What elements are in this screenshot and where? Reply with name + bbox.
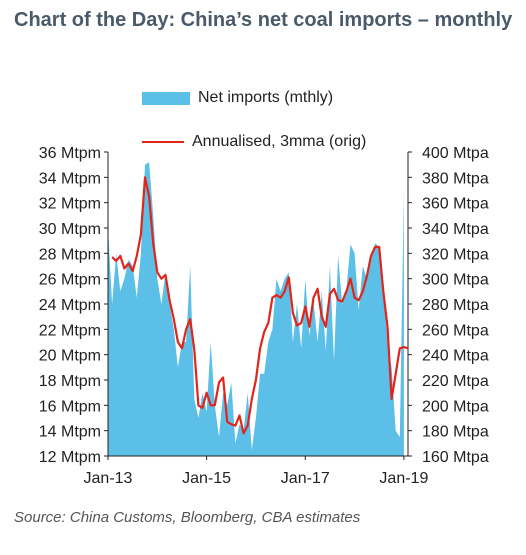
x-tick-label: Jan-13 xyxy=(84,470,133,487)
right-tick-label: 320 Mtpa xyxy=(422,246,489,263)
legend-entry-annualised: Annualised, 3mma (orig) xyxy=(142,133,366,151)
right-tick-label: 180 Mtpa xyxy=(422,424,489,441)
left-tick-label: 18 Mtpm xyxy=(39,373,101,390)
x-tick-label: Jan-19 xyxy=(379,470,428,487)
left-tick-label: 12 Mtpm xyxy=(39,449,101,466)
right-tick-label: 260 Mtpa xyxy=(422,322,489,339)
x-tick-label: Jan-15 xyxy=(182,470,231,487)
chart-title: Chart of the Day: China’s net coal impor… xyxy=(14,9,513,31)
left-tick-label: 32 Mtpm xyxy=(39,196,101,213)
legend-swatch-line xyxy=(142,141,184,143)
legend-label-annualised: Annualised, 3mma (orig) xyxy=(192,133,367,150)
right-tick-label: 220 Mtpa xyxy=(422,373,489,390)
legend-label-net-imports: Net imports (mthly) xyxy=(198,89,334,106)
legend-entry-net-imports: Net imports (mthly) xyxy=(142,89,333,107)
right-tick-label: 200 Mtpa xyxy=(422,398,489,415)
chart-plot: 12 Mtpm 14 Mtpm 16 Mtpm 18 Mtpm 20 Mtpm 22 Mt… xyxy=(39,145,489,487)
right-tick-label: 280 Mtpa xyxy=(422,297,489,314)
right-tick-label: 360 Mtpa xyxy=(422,196,489,213)
right-tick-label: 340 Mtpa xyxy=(422,221,489,238)
left-tick-label: 20 Mtpm xyxy=(39,348,101,365)
series-annualised-line xyxy=(111,176,409,435)
left-tick-label: 28 Mtpm xyxy=(39,246,101,263)
left-tick-label: 14 Mtpm xyxy=(39,424,101,441)
x-tick-label: Jan-17 xyxy=(281,470,330,487)
right-tick-label: 240 Mtpa xyxy=(422,348,489,365)
right-tick-label: 160 Mtpa xyxy=(422,449,489,466)
left-tick-label: 26 Mtpm xyxy=(39,272,101,289)
left-tick-label: 36 Mtpm xyxy=(39,145,101,162)
right-tick-label: 380 Mtpa xyxy=(422,170,489,187)
left-tick-label: 16 Mtpm xyxy=(39,398,101,415)
legend-swatch-area xyxy=(142,91,190,105)
series-net-imports-area xyxy=(108,162,404,456)
left-tick-label: 24 Mtpm xyxy=(39,297,101,314)
source-note: Source: China Customs, Bloomberg, CBA es… xyxy=(14,509,361,526)
left-tick-label: 22 Mtpm xyxy=(39,322,101,339)
right-tick-label: 400 Mtpa xyxy=(422,145,489,162)
right-tick-label: 300 Mtpa xyxy=(422,272,489,289)
left-tick-label: 30 Mtpm xyxy=(39,221,101,238)
left-tick-label: 34 Mtpm xyxy=(39,170,101,187)
